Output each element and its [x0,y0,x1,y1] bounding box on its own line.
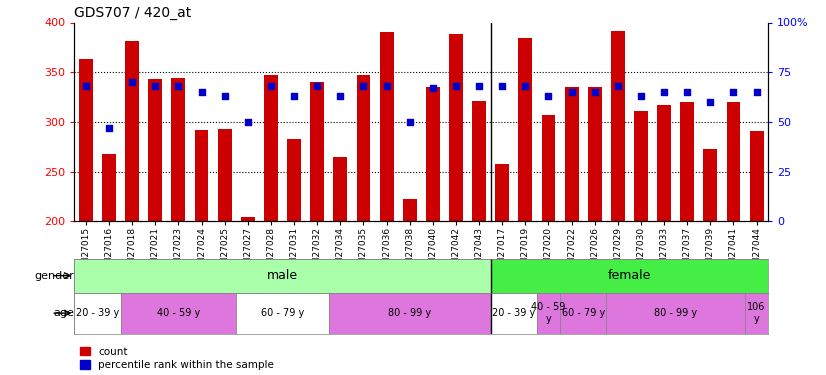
Text: gender: gender [34,271,74,280]
Bar [606,292,745,334]
Text: 20 - 39 y: 20 - 39 y [492,308,535,318]
Point [195,89,208,95]
Bar [634,111,648,221]
Point [588,89,601,95]
Bar [79,59,93,221]
Bar [426,87,439,221]
Bar [287,139,301,221]
Point [472,83,486,89]
Bar [519,38,532,221]
Text: 40 - 59
y: 40 - 59 y [531,302,566,324]
Bar [611,32,624,221]
Bar [195,130,208,221]
Bar [121,292,236,334]
Point [287,93,301,99]
Bar [149,79,162,221]
Point [126,79,139,85]
Bar [357,75,370,221]
Point [241,119,254,125]
Text: 20 - 39 y: 20 - 39 y [76,308,119,318]
Bar [588,87,601,221]
Text: 106
y: 106 y [748,302,766,324]
Bar [750,131,763,221]
Bar [449,34,463,221]
Point [634,93,648,99]
Point [657,89,671,95]
Bar [496,164,509,221]
Legend: count, percentile rank within the sample: count, percentile rank within the sample [79,346,274,370]
Bar [74,259,491,292]
Bar [218,129,231,221]
Bar [560,292,606,334]
Bar [380,33,393,221]
Text: age: age [53,308,74,318]
Bar [264,75,278,221]
Point [357,83,370,89]
Point [311,83,324,89]
Text: 60 - 79 y: 60 - 79 y [562,308,605,318]
Point [681,89,694,95]
Point [611,83,624,89]
Bar [565,87,578,221]
Text: 40 - 59 y: 40 - 59 y [157,308,200,318]
Point [519,83,532,89]
Point [704,99,717,105]
Point [750,89,763,95]
Point [102,125,116,131]
Text: GDS707 / 420_at: GDS707 / 420_at [74,6,192,20]
Bar [745,292,768,334]
Point [79,83,93,89]
Bar [657,105,671,221]
Text: male: male [267,269,298,282]
Bar [537,292,560,334]
Text: 60 - 79 y: 60 - 79 y [261,308,304,318]
Text: female: female [608,269,651,282]
Point [218,93,231,99]
Bar [311,82,324,221]
Point [403,119,416,125]
Point [380,83,393,89]
Point [149,83,162,89]
Point [264,83,278,89]
Bar [102,154,116,221]
Bar [329,292,491,334]
Point [565,89,578,95]
Point [727,89,740,95]
Bar [491,292,537,334]
Bar [334,157,347,221]
Text: 80 - 99 y: 80 - 99 y [654,308,697,318]
Bar [403,200,416,221]
Bar [491,259,780,292]
Point [172,83,185,89]
Point [496,83,509,89]
Point [426,85,439,91]
Bar [472,101,486,221]
Point [334,93,347,99]
Bar [172,78,185,221]
Point [542,93,555,99]
Bar [236,292,329,334]
Bar [241,217,254,221]
Bar [74,292,121,334]
Bar [704,149,717,221]
Bar [681,102,694,221]
Text: 80 - 99 y: 80 - 99 y [388,308,431,318]
Bar [727,102,740,221]
Point [449,83,463,89]
Bar [542,115,555,221]
Bar [126,41,139,221]
